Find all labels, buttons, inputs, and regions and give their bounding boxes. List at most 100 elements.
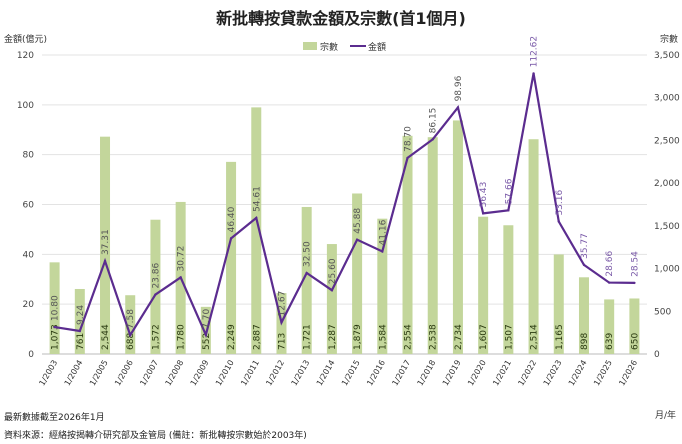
line-point	[582, 263, 586, 267]
line-data-label: 7.58	[126, 309, 136, 329]
left-tick-label: 100	[17, 101, 34, 111]
bar-data-label: 1,607	[479, 324, 489, 350]
line-point	[607, 281, 611, 284]
bar-data-label: 2,544	[101, 324, 111, 350]
line-point	[78, 329, 82, 333]
x-tick-label: 1/2014	[315, 359, 337, 388]
bar	[478, 216, 489, 354]
bar	[226, 161, 237, 354]
bar	[503, 225, 514, 354]
bar	[377, 218, 388, 354]
line-point	[456, 106, 460, 109]
x-tick-label: 1/2023	[542, 359, 564, 388]
left-tick-label: 120	[17, 51, 34, 61]
chart-title: 新批轉按貸款金額及宗數(首1個月)	[216, 9, 466, 28]
x-tick-label: 1/2010	[214, 359, 236, 388]
left-axis-label: 金額(億元)	[4, 33, 47, 45]
line-point	[330, 289, 334, 292]
x-tick-label: 1/2006	[113, 359, 135, 388]
line-data-label: 57.66	[504, 178, 514, 204]
line-data-label: 9.24	[76, 305, 86, 325]
line-data-label: 46.40	[227, 206, 237, 232]
line-data-label: 35.77	[580, 233, 590, 259]
line-data-label: 28.66	[605, 251, 615, 277]
line-data-label: 56.43	[479, 182, 489, 208]
right-tick-label: 1,000	[654, 265, 680, 275]
x-tick-label: 1/2019	[441, 359, 463, 388]
bar-data-label: 898	[580, 333, 590, 350]
line-point	[179, 276, 182, 279]
line-point	[633, 281, 636, 285]
bar	[578, 277, 589, 354]
bar-data-label: 1,572	[151, 324, 161, 350]
x-tick-label: 1/2012	[264, 359, 286, 388]
bar	[100, 136, 111, 354]
bar-data-label: 713	[277, 333, 287, 350]
bar-data-label: 688	[126, 333, 136, 350]
line-data-label: 45.88	[353, 208, 363, 234]
amount-line	[54, 73, 635, 339]
line-point	[204, 333, 208, 337]
right-tick-label: 2,500	[654, 136, 680, 146]
line-data-label: 112.62	[530, 36, 540, 68]
line-point	[129, 333, 132, 337]
line-point	[255, 216, 258, 220]
right-tick-label: 0	[654, 350, 660, 360]
right-axis-label: 宗數	[660, 33, 678, 45]
left-tick-label: 60	[23, 201, 35, 211]
bar	[74, 288, 85, 354]
bar	[49, 262, 60, 354]
line-data-label: 7.70	[202, 309, 212, 329]
line-point	[53, 325, 56, 329]
x-tick-label: 1/2022	[516, 359, 538, 388]
line-data-label: 41.16	[378, 219, 388, 245]
line-point	[229, 237, 233, 240]
x-tick-label: 1/2005	[88, 359, 110, 388]
line-data-label: 25.60	[328, 258, 338, 284]
bar-data-label: 552	[202, 333, 212, 350]
x-tick-label: 1/2004	[63, 359, 85, 388]
legend-line-label: 金額	[368, 41, 386, 53]
bar	[200, 306, 211, 354]
line-data-label: 28.54	[630, 251, 640, 277]
bar-data-label: 761	[76, 333, 86, 350]
bar-data-label: 1,780	[177, 324, 187, 350]
line-point	[406, 156, 409, 160]
x-tick-label: 1/2017	[390, 359, 412, 388]
line-data-label: 12.67	[277, 291, 287, 317]
line-point	[280, 321, 283, 324]
x-tick-label: 1/2016	[365, 359, 387, 388]
bar-data-label: 2,887	[252, 324, 262, 350]
bar-data-label: 2,249	[227, 324, 237, 350]
bar	[251, 107, 262, 355]
bar	[402, 135, 413, 354]
line-data-label: 32.50	[303, 241, 313, 267]
line-point	[103, 259, 107, 263]
x-tick-label: 1/2024	[567, 359, 589, 388]
bar	[326, 244, 337, 354]
left-tick-label: 0	[28, 350, 34, 360]
bar	[452, 120, 463, 354]
bar-data-label: 2,734	[454, 324, 464, 350]
line-point	[154, 293, 157, 296]
x-tick-label: 1/2013	[290, 359, 312, 388]
line-data-label: 10.80	[51, 295, 61, 321]
line-data-label: 23.86	[151, 263, 161, 289]
line-point	[532, 72, 535, 75]
x-tick-label: 1/2020	[466, 359, 488, 388]
x-tick-label: 1/2008	[164, 359, 186, 388]
line-data-label: 86.15	[429, 108, 439, 134]
line-data-label: 98.96	[454, 75, 464, 101]
bar-data-label: 650	[630, 333, 640, 350]
bar-data-label: 2,554	[404, 324, 414, 350]
x-tick-label: 1/2015	[340, 359, 362, 388]
legend-bar-label: 宗數	[320, 41, 338, 53]
right-tick-label: 1,500	[654, 222, 680, 232]
line-point	[557, 220, 560, 223]
line-point	[431, 138, 434, 141]
bar-data-label: 1,287	[328, 324, 338, 350]
line-point	[381, 250, 384, 253]
line-point	[305, 271, 308, 275]
footnote-source: 資料來源：經絡按揭轉介研究部及金管局 (備註：新批轉按宗數始於2003年)	[4, 431, 307, 441]
